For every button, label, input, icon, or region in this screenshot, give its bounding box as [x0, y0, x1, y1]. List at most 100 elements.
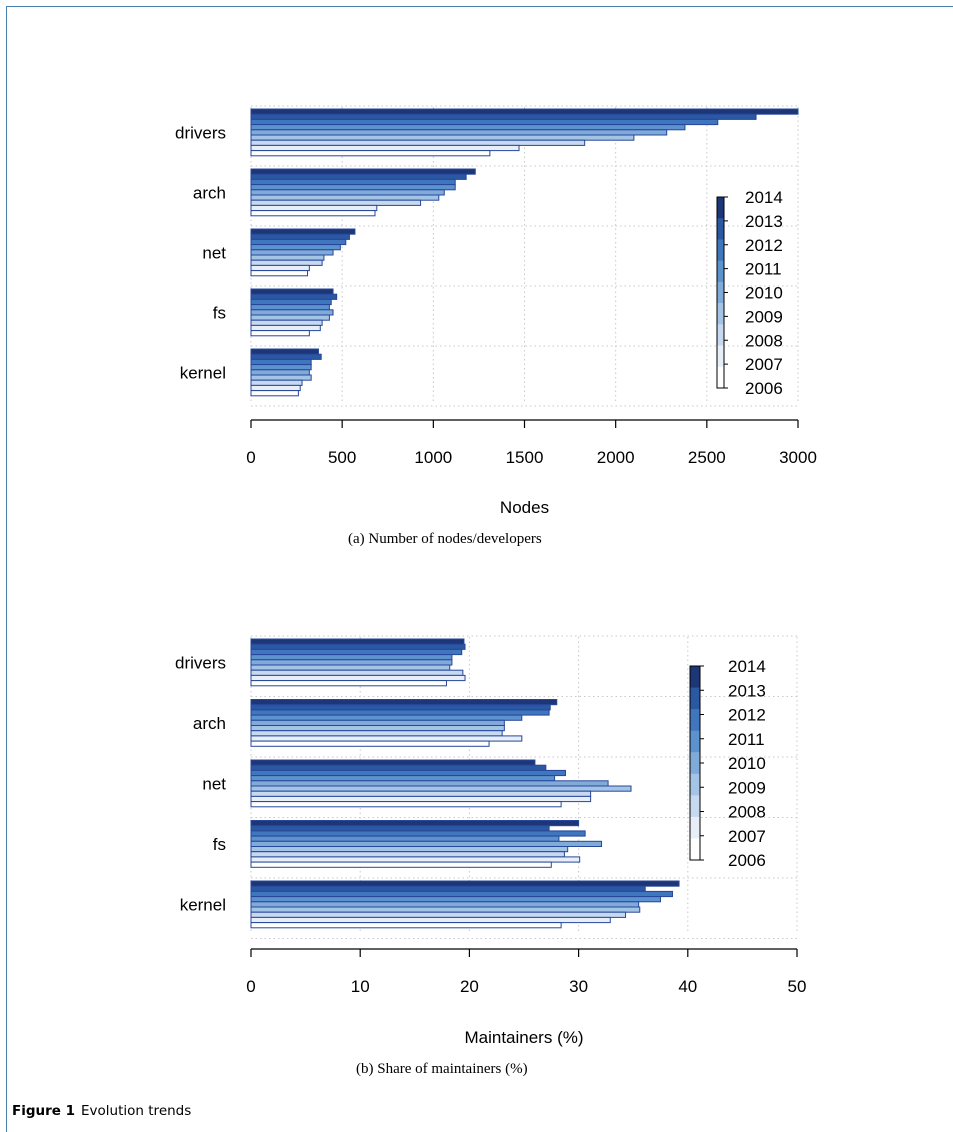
bar-0-kernel-2013: [250, 353, 322, 360]
legend-label-0-2012: 2012: [745, 236, 783, 255]
bar-0-net-2013: [250, 233, 350, 240]
legend-swatch-1-2006: [690, 838, 700, 861]
bar-0-fs-2009: [250, 314, 330, 321]
x-tick-label-1-0: 0: [246, 977, 255, 996]
bar-0-fs-2014: [250, 288, 334, 295]
legend-swatch-1-2009: [690, 773, 700, 796]
legend-label-0-2008: 2008: [745, 331, 783, 350]
bar-1-drivers-2013: [250, 643, 466, 650]
legend-swatch-0-2011: [717, 260, 724, 283]
x-tick-label-0-6: 3000: [779, 448, 817, 467]
bar-1-kernel-2008: [250, 911, 627, 918]
category-label-1-net: net: [202, 774, 226, 793]
legend-swatch-0-2014: [717, 197, 724, 219]
bar-0-net-2007: [250, 264, 310, 272]
bar-0-kernel-2008: [250, 379, 303, 386]
legend-swatch-1-2007: [690, 816, 700, 839]
bar-1-arch-2009: [250, 725, 505, 732]
bar-0-fs-2010: [250, 309, 334, 316]
bar-1-drivers-2014: [250, 638, 465, 645]
bar-0-arch-2009: [250, 194, 440, 201]
legend-swatch-0-2013: [717, 218, 724, 240]
bar-0-net-2011: [250, 244, 341, 251]
legend-label-1-2007: 2007: [728, 827, 766, 846]
bar-0-net-2010: [250, 249, 334, 256]
figure-caption: Figure 1 Evolution trends: [12, 1103, 191, 1119]
figure-caption-text: Evolution trends: [81, 1103, 192, 1119]
bar-1-arch-2011: [250, 714, 523, 721]
bar-0-drivers-2010: [250, 129, 668, 136]
x-tick-label-0-4: 2000: [597, 448, 635, 467]
x-tick-label-1-1: 10: [351, 977, 370, 996]
legend-label-1-2012: 2012: [728, 706, 766, 725]
bar-1-fs-2009: [250, 846, 569, 853]
bar-0-fs-2007: [250, 324, 321, 332]
category-label-1-drivers: drivers: [175, 653, 226, 672]
legend-label-0-2010: 2010: [745, 284, 783, 303]
bar-0-kernel-2009: [250, 374, 312, 381]
category-label-0-kernel: kernel: [180, 363, 226, 382]
bar-0-drivers-2007: [250, 144, 520, 152]
legend-label-1-2010: 2010: [728, 754, 766, 773]
category-label-0-net: net: [202, 243, 226, 262]
legend-label-1-2014: 2014: [728, 657, 766, 676]
figure-frame: [6, 6, 953, 1132]
category-label-1-arch: arch: [193, 714, 226, 733]
legend-swatch-1-2012: [690, 709, 700, 732]
chart-b-caption: (b) Share of maintainers (%): [356, 1061, 528, 1077]
bar-0-arch-2007: [250, 204, 378, 212]
bar-0-fs-2013: [250, 293, 338, 300]
legend-swatch-0-2009: [717, 303, 724, 325]
legend-swatch-1-2010: [690, 752, 700, 775]
bar-1-net-2013: [250, 764, 547, 771]
x-tick-label-0-0: 0: [246, 448, 255, 467]
legend-label-0-2007: 2007: [745, 355, 783, 374]
legend-swatch-1-2008: [690, 795, 700, 818]
legend-label-0-2006: 2006: [745, 379, 783, 398]
bar-1-net-2006: [250, 801, 562, 808]
bar-1-fs-2010: [250, 840, 603, 847]
category-label-1-fs: fs: [213, 835, 226, 854]
legend-colorbar-0: [716, 196, 725, 389]
bar-1-arch-2012: [250, 709, 550, 716]
bar-0-arch-2010: [250, 189, 445, 196]
bar-0-kernel-2014: [250, 348, 319, 355]
bar-0-drivers-2009: [250, 134, 635, 141]
bar-0-net-2014: [250, 228, 356, 235]
bar-0-kernel-2012: [250, 358, 312, 366]
legend-label-1-2006: 2006: [728, 851, 766, 870]
bar-1-fs-2012: [250, 830, 586, 837]
bar-1-arch-2010: [250, 719, 505, 726]
bar-1-drivers-2012: [250, 648, 463, 656]
x-axis-title-0: Nodes: [500, 498, 549, 517]
bar-0-net-2012: [250, 238, 347, 246]
bar-1-kernel-2007: [250, 916, 611, 924]
bar-1-kernel-2011: [250, 896, 661, 903]
legend-swatch-1-2014: [690, 666, 700, 689]
legend-swatch-0-2006: [717, 366, 724, 389]
bar-1-arch-2014: [250, 699, 558, 706]
legend-swatch-1-2013: [690, 687, 700, 710]
bar-1-fs-2014: [250, 820, 580, 827]
bar-0-fs-2011: [250, 304, 330, 311]
bar-0-fs-2008: [250, 319, 323, 326]
legend-swatch-0-2012: [717, 239, 724, 262]
bar-1-drivers-2007: [250, 674, 466, 682]
bar-1-arch-2006: [250, 740, 490, 747]
bar-1-arch-2008: [250, 730, 503, 737]
bar-1-net-2014: [250, 759, 536, 766]
bar-1-drivers-2006: [250, 680, 447, 687]
bar-1-net-2012: [250, 769, 566, 777]
x-tick-label-1-2: 20: [460, 977, 479, 996]
bar-1-kernel-2006: [250, 922, 562, 929]
bar-1-net-2007: [250, 795, 592, 803]
bar-1-fs-2011: [250, 835, 560, 842]
bar-1-net-2010: [250, 780, 609, 787]
bar-0-fs-2012: [250, 298, 332, 306]
bar-1-drivers-2011: [250, 654, 453, 661]
x-tick-label-0-3: 1500: [506, 448, 544, 467]
bar-1-drivers-2010: [250, 659, 453, 666]
bar-1-fs-2008: [250, 851, 565, 858]
bar-0-drivers-2006: [250, 150, 491, 157]
